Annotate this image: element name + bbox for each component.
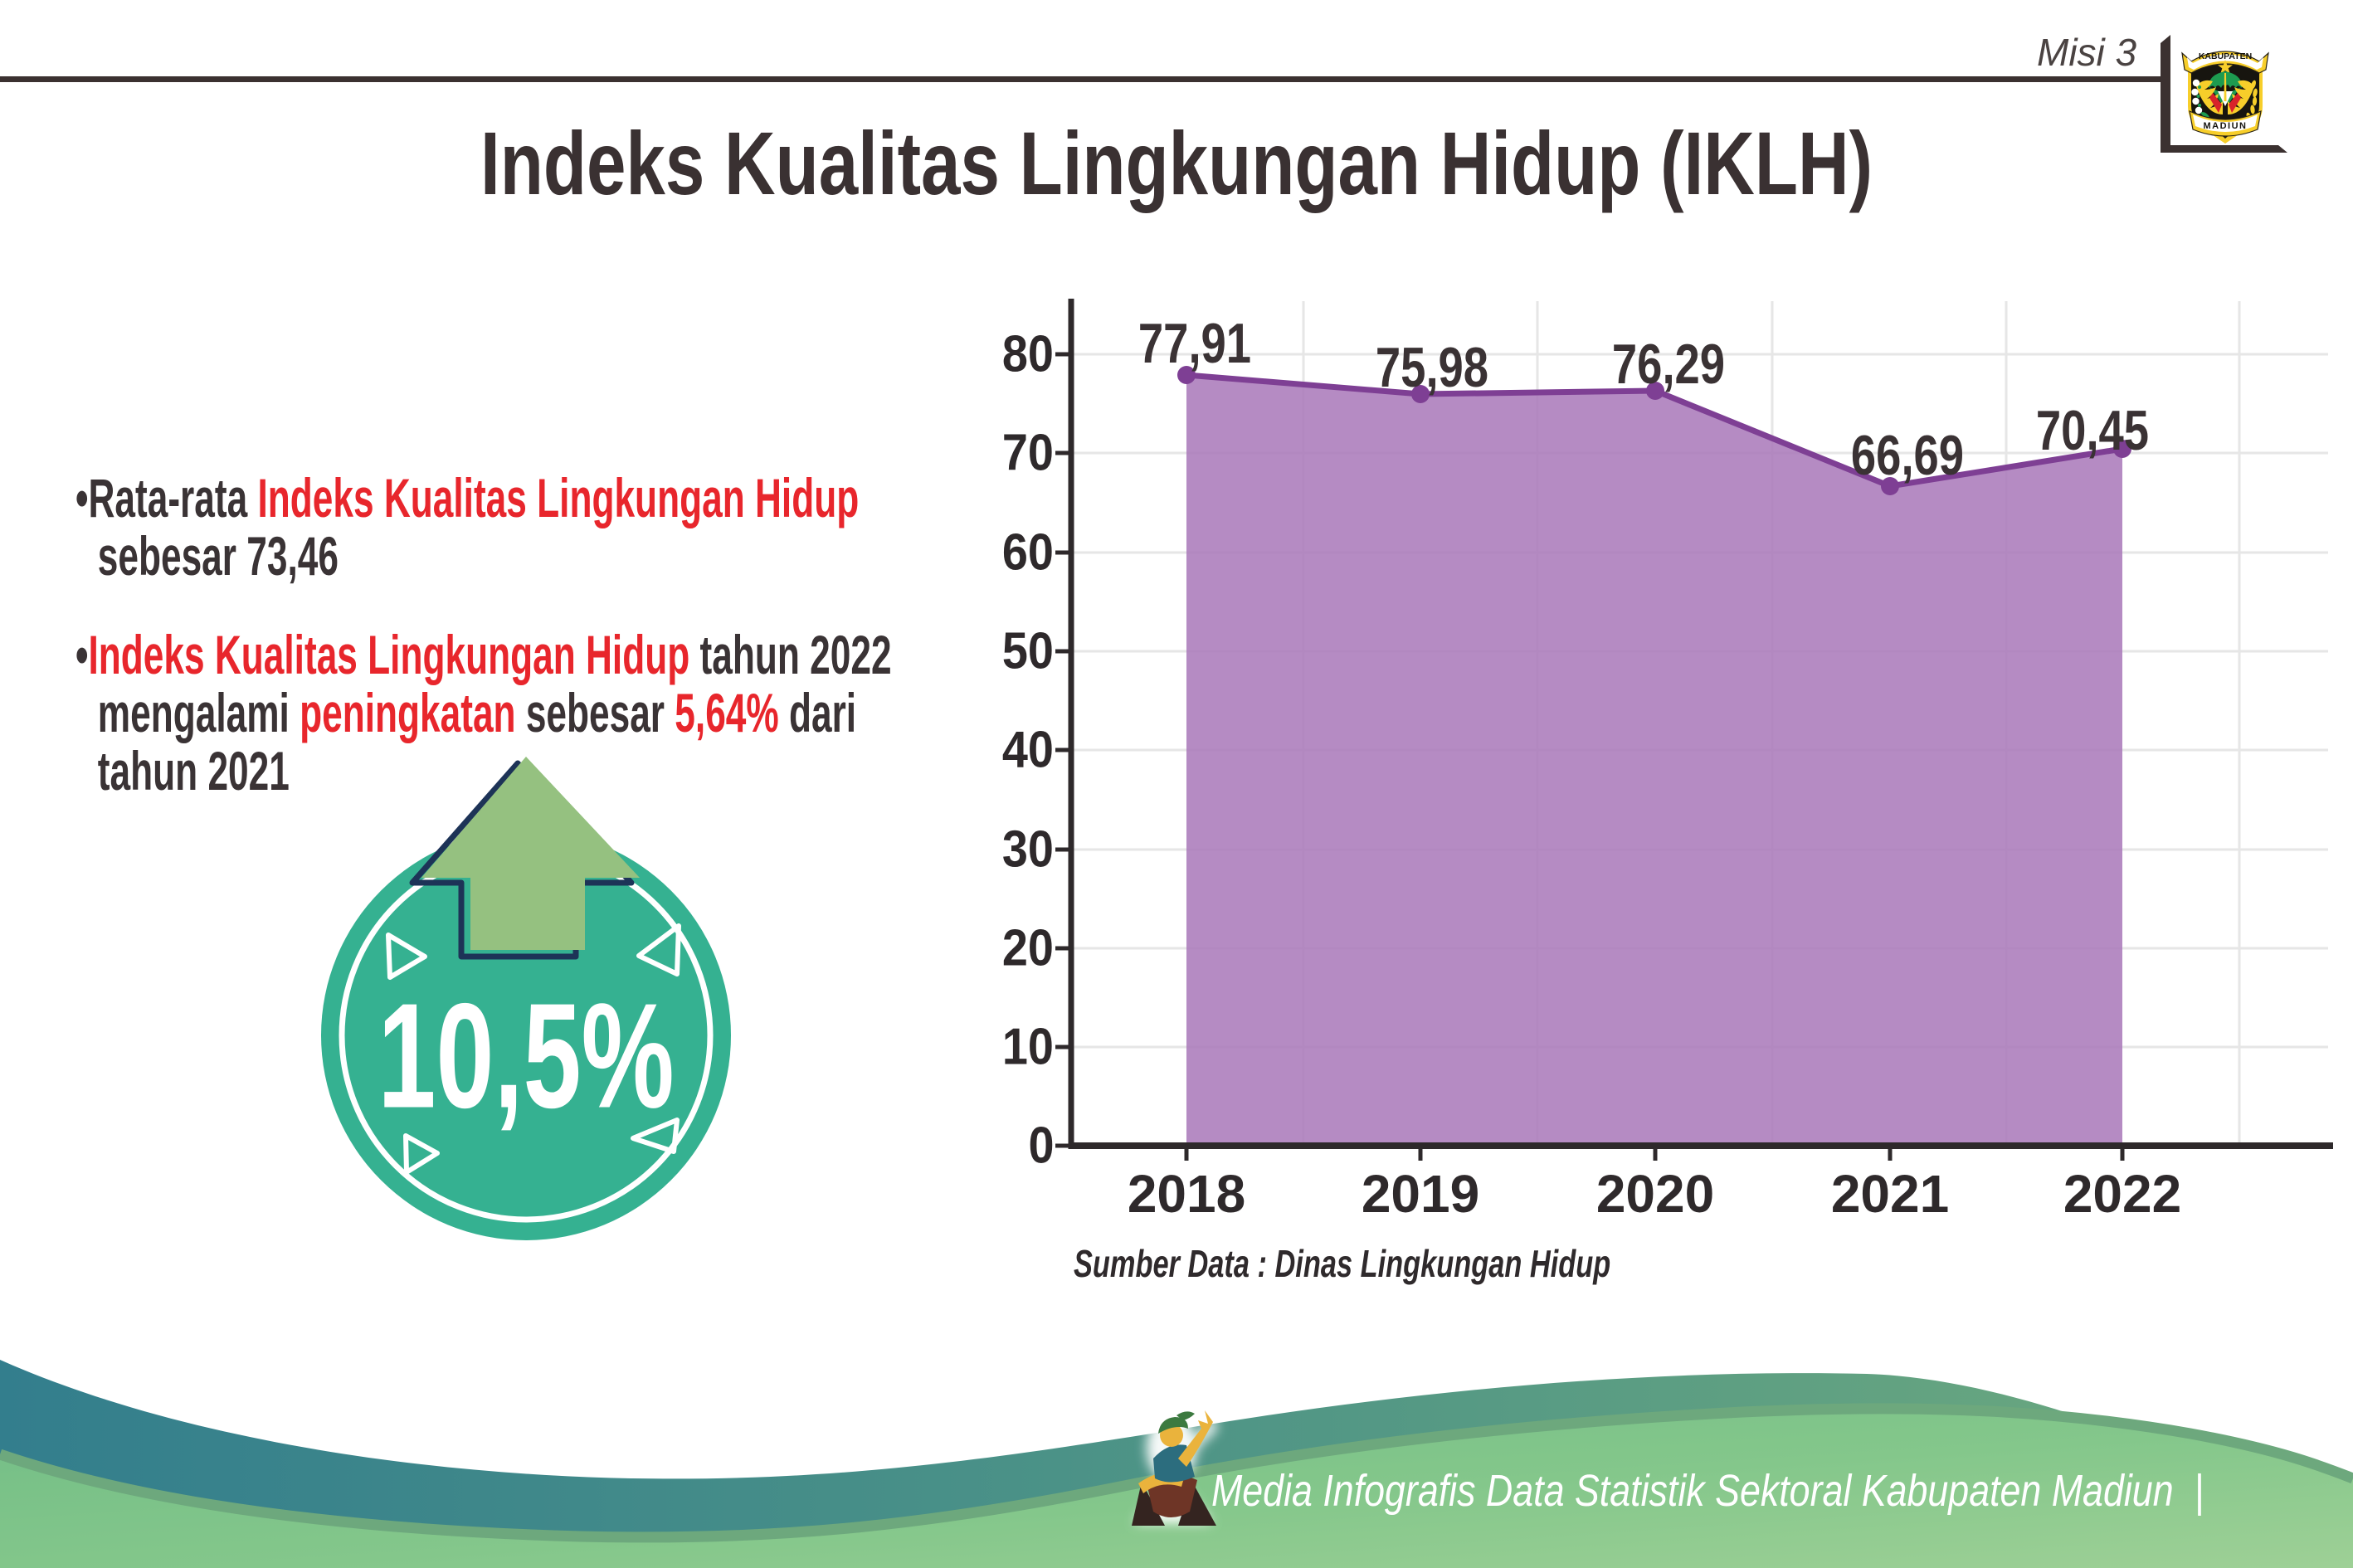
svg-text:KABUPATEN: KABUPATEN	[2199, 51, 2252, 61]
svg-text:MADIUN: MADIUN	[2204, 121, 2248, 131]
